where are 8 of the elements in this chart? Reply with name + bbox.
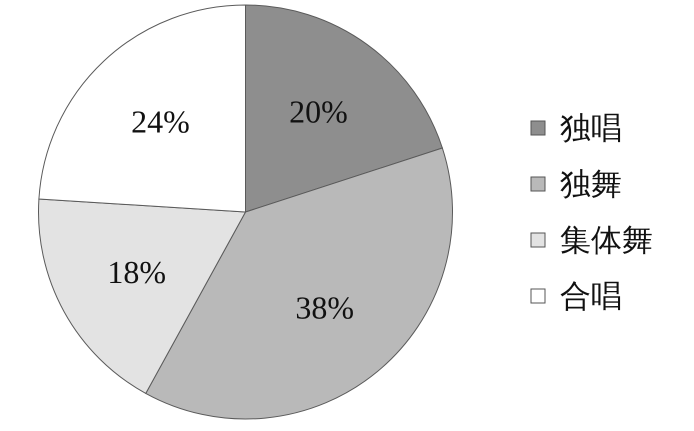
legend-label: 独唱 bbox=[560, 110, 622, 146]
data-label: 24% bbox=[131, 103, 190, 140]
data-label: 20% bbox=[289, 94, 348, 130]
legend-label: 合唱 bbox=[560, 278, 622, 314]
data-label: 18% bbox=[107, 254, 166, 290]
legend-label: 独舞 bbox=[560, 166, 622, 202]
data-label: 38% bbox=[295, 290, 354, 326]
legend-label: 集体舞 bbox=[560, 222, 653, 258]
